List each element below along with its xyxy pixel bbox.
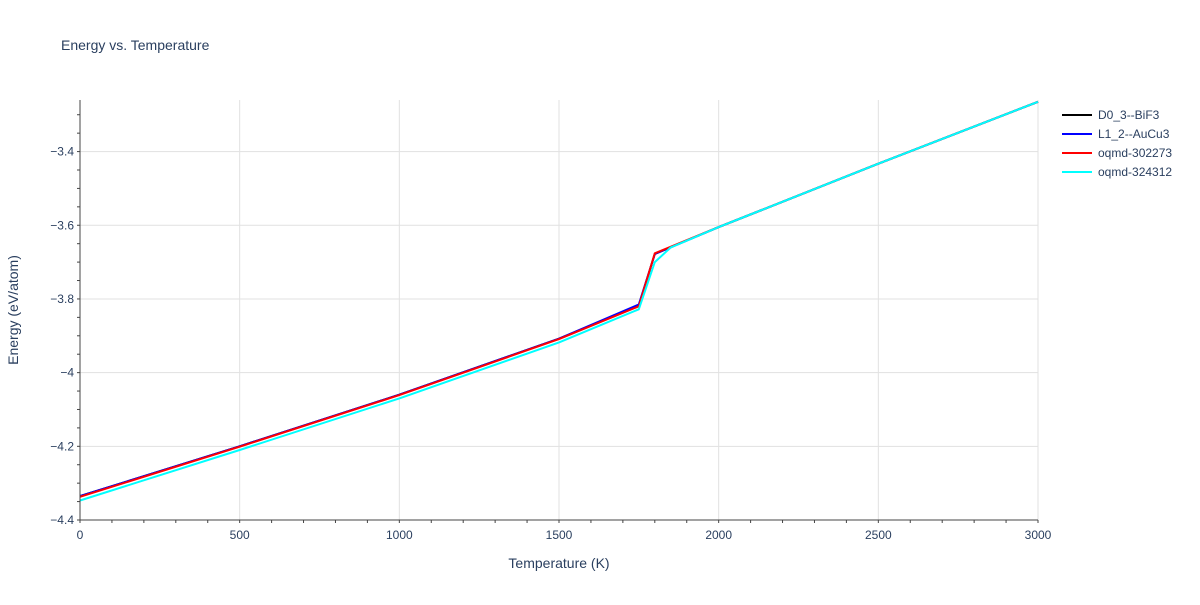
legend-item[interactable]: oqmd-302273 [1062, 146, 1172, 160]
grid-layer [80, 100, 1039, 520]
y-axis-label: Energy (eV/atom) [5, 255, 21, 365]
legend-label: oqmd-324312 [1098, 165, 1172, 179]
x-axis-label: Temperature (K) [508, 555, 609, 571]
legend[interactable]: D0_3--BiF3 L1_2--AuCu3 oqmd-302273 oqmd-324… [1062, 108, 1172, 179]
y-tick-label: −3.6 [50, 218, 74, 232]
legend-item[interactable]: D0_3--BiF3 [1062, 108, 1160, 122]
x-tick-label: 0 [77, 528, 84, 542]
x-tick-label: 2000 [705, 528, 732, 542]
y-tick-label: −4.2 [50, 439, 74, 453]
legend-item[interactable]: oqmd-324312 [1062, 165, 1172, 179]
legend-label: oqmd-302273 [1098, 146, 1172, 160]
x-tick-label: 1000 [386, 528, 413, 542]
x-tick-label: 500 [230, 528, 250, 542]
x-tick-label: 2500 [865, 528, 892, 542]
y-tick-label: −3.8 [50, 292, 74, 306]
legend-label: L1_2--AuCu3 [1098, 127, 1170, 141]
series-layer [79, 100, 1039, 502]
axes-layer: 0 500 1000 1500 2000 2500 3000 −4.4 −4.2 −4 −3.8 −3… [50, 100, 1052, 542]
y-tick-label: −4 [60, 366, 74, 380]
chart-title: Energy vs. Temperature [61, 37, 210, 53]
series-line-oqmd-324312 [79, 100, 1039, 502]
legend-label: D0_3--BiF3 [1098, 108, 1160, 122]
x-tick-label: 1500 [546, 528, 573, 542]
y-tick-label: −3.4 [50, 145, 74, 159]
y-tick-label: −4.4 [50, 513, 74, 527]
x-tick-label: 3000 [1025, 528, 1052, 542]
legend-item[interactable]: L1_2--AuCu3 [1062, 127, 1170, 141]
